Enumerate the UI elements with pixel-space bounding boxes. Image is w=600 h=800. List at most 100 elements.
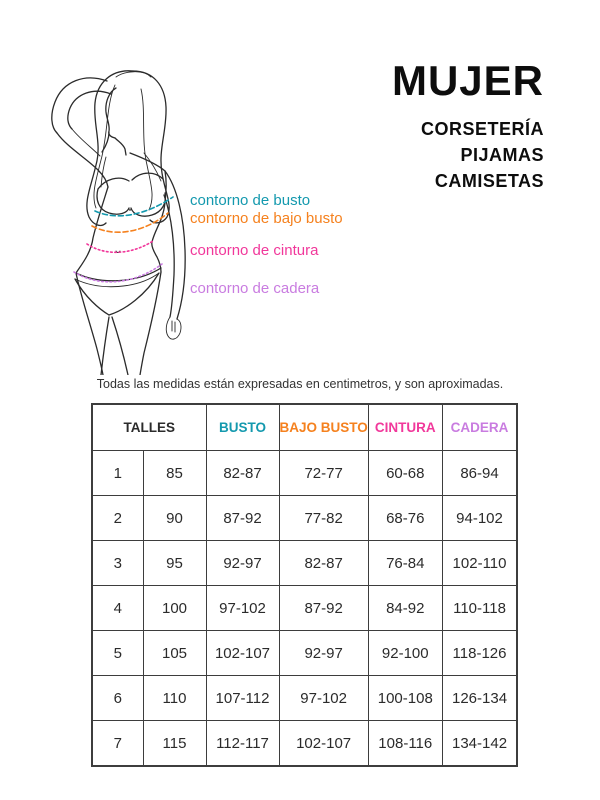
- left-leg-inner: [100, 316, 110, 375]
- raised-arm-inner: [67, 90, 112, 130]
- table-cell: 72-77: [278, 450, 369, 496]
- table-cell: 77-82: [278, 495, 369, 541]
- table-cell: 4: [91, 585, 144, 631]
- label-contorno-busto: contorno de busto: [190, 192, 311, 209]
- bra-strap-left: [100, 156, 107, 188]
- table-row: 7 115 112-117 102-107 108-116 134-142: [91, 720, 518, 767]
- table-row: 6 110 107-112 97-102 100-108 126-134: [91, 675, 518, 721]
- hanging-arm-outer: [164, 170, 186, 320]
- table-cell: 1: [91, 450, 144, 496]
- table-cell: 97-102: [205, 585, 280, 631]
- table-cell: 82-87: [278, 540, 369, 586]
- woman-figure-svg: [51, 70, 186, 375]
- label-contorno-bajo-busto: contorno de bajo busto: [190, 210, 343, 227]
- table-cell: 92-97: [278, 630, 369, 676]
- bra-strap-right: [143, 152, 162, 182]
- hip-measure-line: [73, 263, 163, 283]
- hair-crown: [115, 71, 152, 78]
- hair-strand-left: [93, 84, 116, 209]
- table-cell: 108-116: [367, 720, 443, 767]
- table-row: 4 100 97-102 87-92 84-92 110-118: [91, 585, 518, 631]
- bra-left-cup: [96, 188, 130, 215]
- table-cell: 82-87: [205, 450, 280, 496]
- table-cell: 85: [142, 450, 207, 496]
- table-cell: 2: [91, 495, 144, 541]
- table-cell: 92-100: [367, 630, 443, 676]
- hanging-arm-inner: [163, 194, 175, 318]
- hair-strand-right: [140, 88, 153, 211]
- header-cadera: CADERA: [441, 403, 518, 451]
- table-cell: 102-107: [278, 720, 369, 767]
- table-cell: 100: [142, 585, 207, 631]
- jaw-neck: [114, 137, 127, 156]
- table-row: 5 105 102-107 92-97 92-100 118-126: [91, 630, 518, 676]
- hair-outline-right: [132, 70, 170, 224]
- header-talles: TALLES: [91, 403, 207, 451]
- label-contorno-cadera: contorno de cadera: [190, 280, 320, 297]
- table-cell: 87-92: [278, 585, 369, 631]
- table-row: 1 85 82-87 72-77 60-68 86-94: [91, 450, 518, 496]
- table-cell: 118-126: [441, 630, 518, 676]
- table-cell: 87-92: [205, 495, 280, 541]
- raised-arm-outer: [51, 77, 108, 134]
- subtitle-camisetas: CAMISETAS: [434, 171, 544, 191]
- table-cell: 134-142: [441, 720, 518, 767]
- subtitle-corseteria: CORSETERÍA: [420, 119, 544, 139]
- table-cell: 126-134: [441, 675, 518, 721]
- header-cintura: CINTURA: [367, 403, 443, 451]
- table-cell: 105: [142, 630, 207, 676]
- table-cell: 76-84: [367, 540, 443, 586]
- bra-left-cup-top: [97, 177, 130, 190]
- table-cell: 84-92: [367, 585, 443, 631]
- header-busto: BUSTO: [205, 403, 280, 451]
- raised-forearm-outer: [56, 132, 109, 188]
- panties-waistband-2: [74, 272, 160, 288]
- table-cell: 5: [91, 630, 144, 676]
- right-leg-inner: [111, 316, 129, 375]
- table-cell: 3: [91, 540, 144, 586]
- label-contorno-cintura: contorno de cintura: [190, 242, 319, 259]
- table-cell: 102-110: [441, 540, 518, 586]
- page-title: MUJER: [391, 57, 544, 104]
- table-cell: 110: [142, 675, 207, 721]
- table-cell: 97-102: [278, 675, 369, 721]
- subtitle-pijamas: PIJAMAS: [460, 145, 544, 165]
- table-cell: 68-76: [367, 495, 443, 541]
- panties-left-edge: [74, 278, 110, 316]
- table-cell: 107-112: [205, 675, 280, 721]
- shoulder-right: [129, 152, 166, 172]
- left-leg-outer: [75, 272, 104, 375]
- table-cell: 6: [91, 675, 144, 721]
- table-cell: 90: [142, 495, 207, 541]
- table-row: 3 95 92-97 82-87 76-84 102-110: [91, 540, 518, 586]
- torso-left-side: [75, 186, 109, 274]
- woman-figure-illustration: [45, 65, 225, 375]
- size-chart-table: TALLES BUSTO BAJO BUSTO CINTURA CADERA 1…: [91, 403, 519, 767]
- raised-forearm-inner: [71, 128, 101, 157]
- header-row: TALLES BUSTO BAJO BUSTO CINTURA CADERA: [91, 403, 518, 451]
- measurements-disclaimer: Todas las medidas están expresadas en ce…: [96, 377, 504, 391]
- table-cell: 86-94: [441, 450, 518, 496]
- bust-measure-line: [94, 196, 174, 217]
- header-bajo-busto: BAJO BUSTO: [278, 403, 369, 451]
- torso-right-side: [151, 170, 167, 273]
- table-cell: 7: [91, 720, 144, 767]
- hand: [165, 316, 182, 340]
- table-cell: 102-107: [205, 630, 280, 676]
- table-cell: 112-117: [205, 720, 280, 767]
- table-cell: 60-68: [367, 450, 443, 496]
- bra-right-cup-top: [131, 172, 164, 181]
- right-leg-outer: [139, 271, 162, 375]
- table-cell: 110-118: [441, 585, 518, 631]
- waist-measure-line: [86, 240, 154, 254]
- table-cell: 92-97: [205, 540, 280, 586]
- neck-left: [101, 131, 110, 153]
- title-block: MUJER CORSETERÍA PIJAMAS CAMISETAS: [392, 60, 544, 194]
- face-profile: [105, 87, 117, 139]
- table-cell: 100-108: [367, 675, 443, 721]
- table-cell: 115: [142, 720, 207, 767]
- underbust-measure-line: [91, 212, 169, 233]
- bra-center: [128, 207, 132, 211]
- hair-outline: [86, 70, 134, 227]
- table-row: 2 90 87-92 77-82 68-76 94-102: [91, 495, 518, 541]
